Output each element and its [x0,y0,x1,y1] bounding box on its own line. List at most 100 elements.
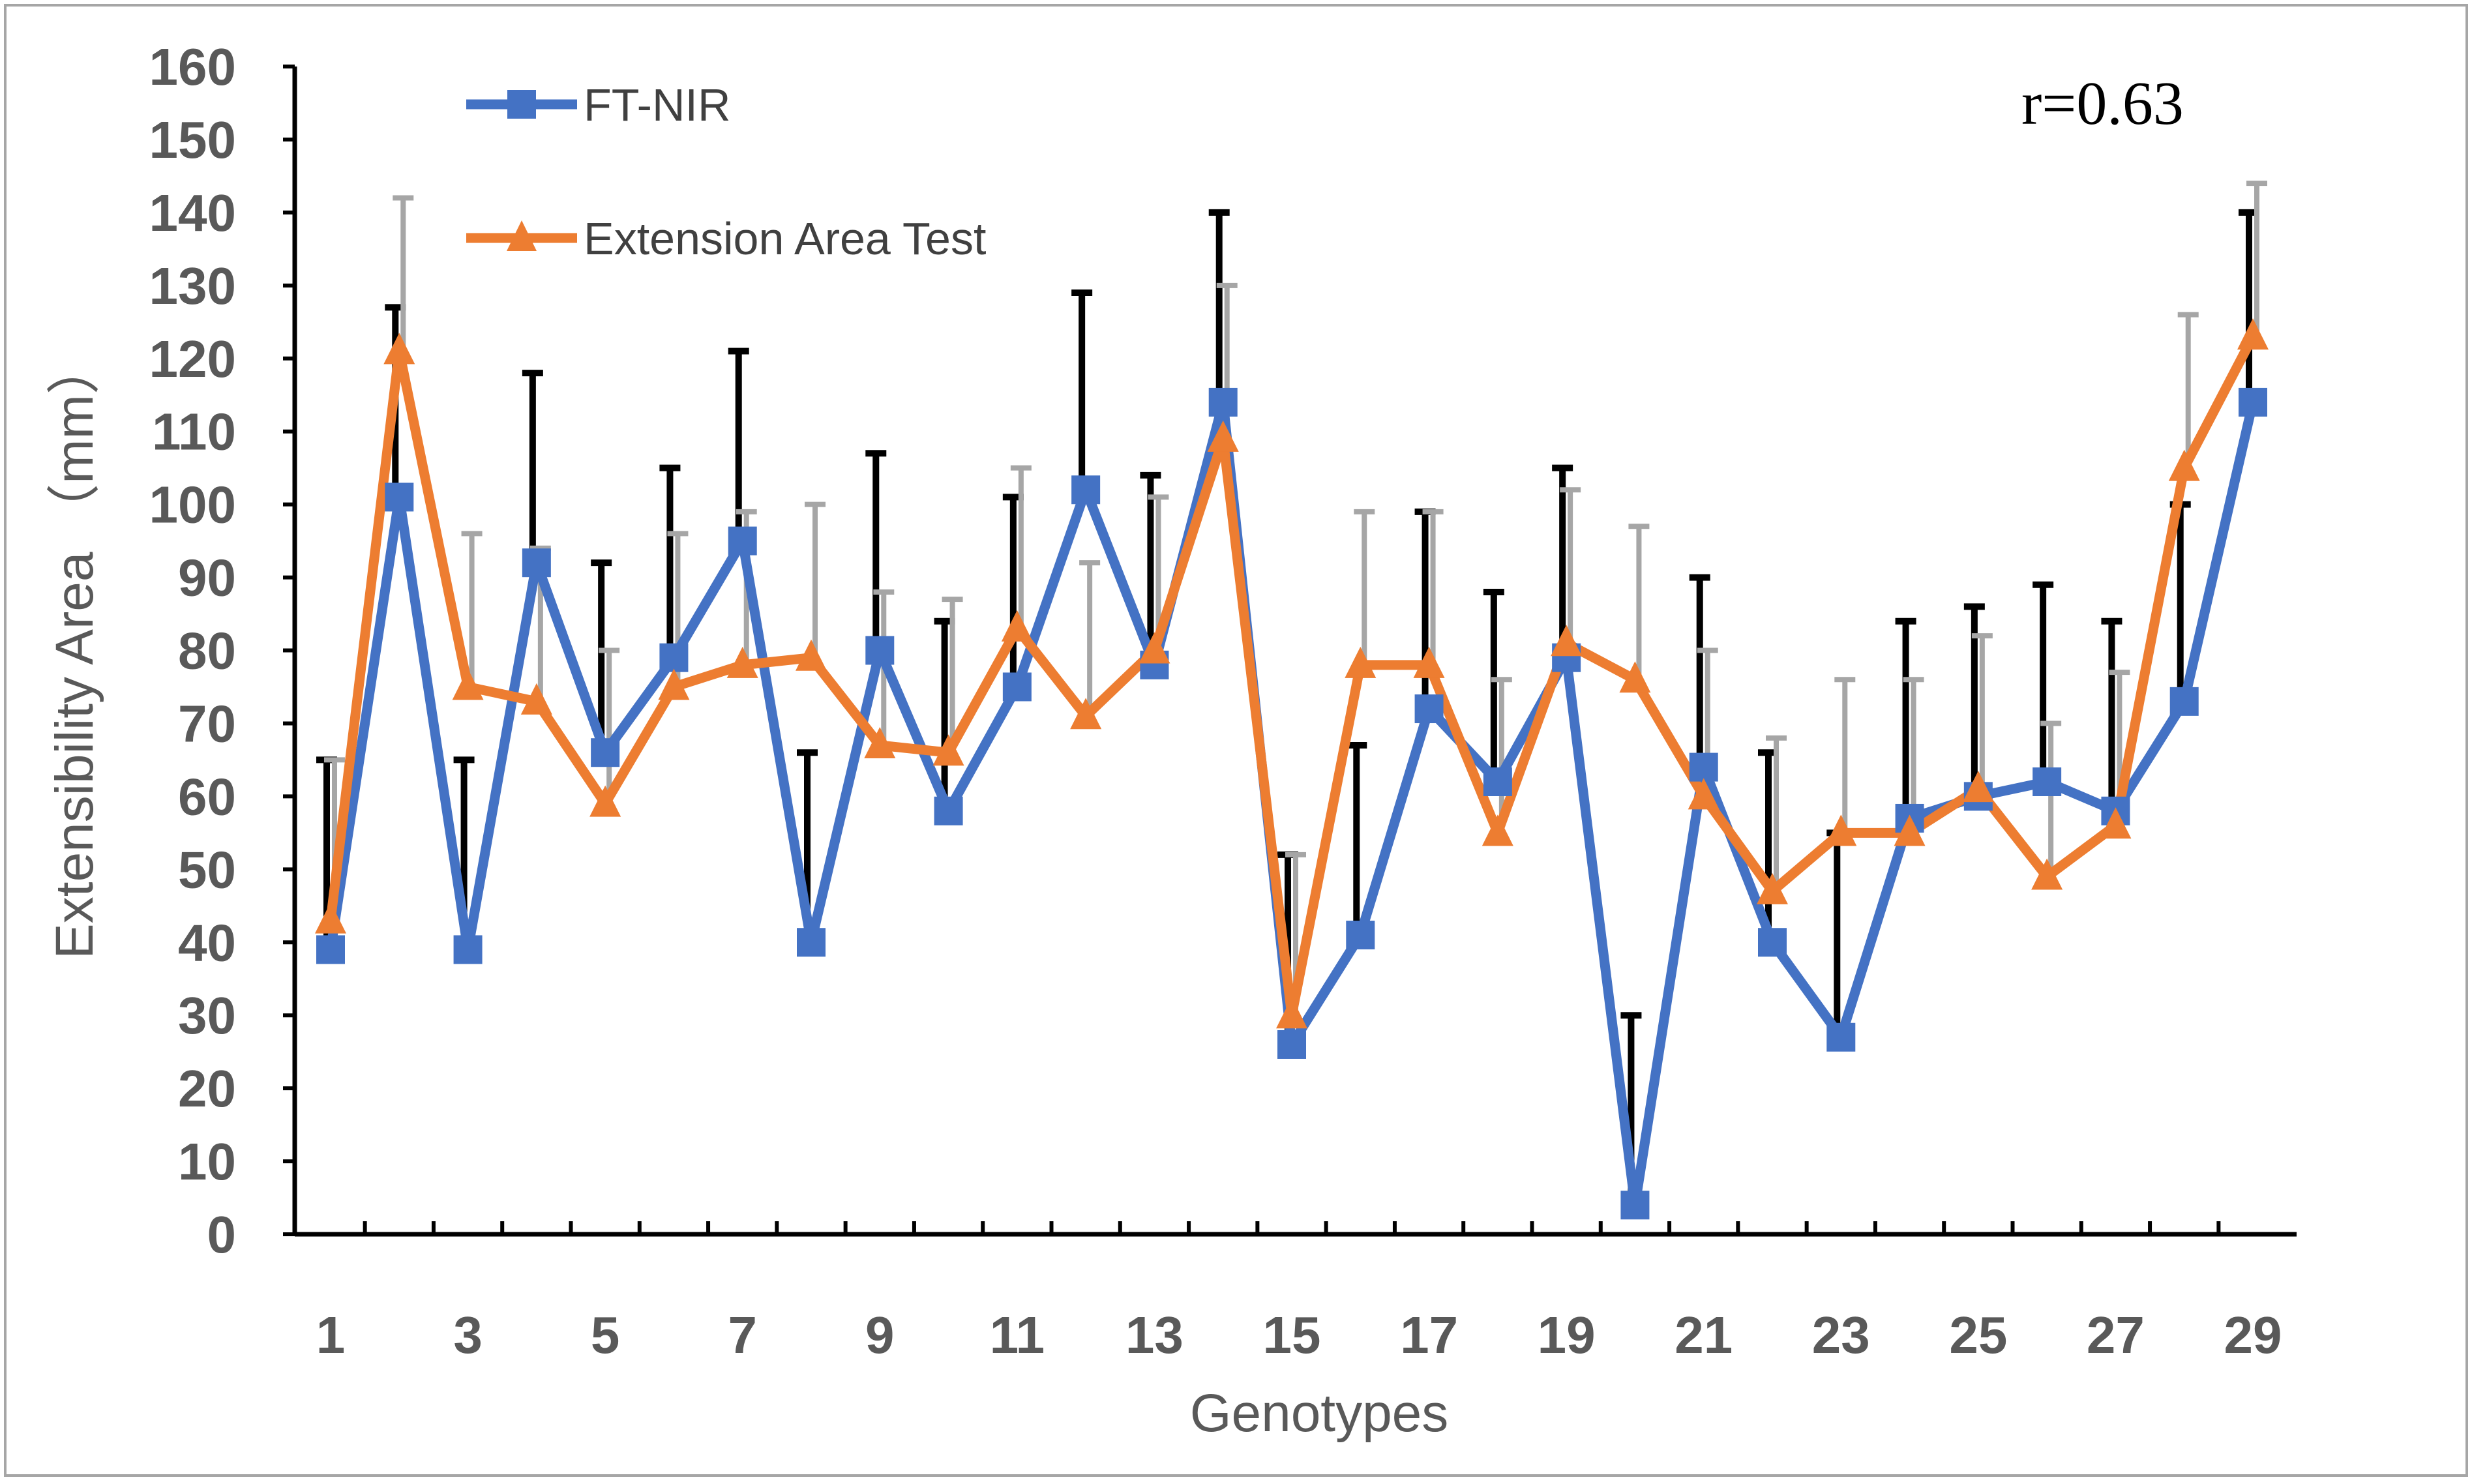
legend-item-extension-area-test: Extension Area Test [466,213,986,264]
x-tick-label-27: 27 [2087,1306,2145,1364]
x-tick-label-15: 15 [1263,1306,1321,1364]
y-tick-label-70: 70 [178,694,236,752]
marker-square-18 [1483,767,1512,796]
y-tick-label-90: 90 [178,549,236,607]
x-tick-label-3: 3 [453,1306,483,1364]
x-tick-label-7: 7 [728,1306,757,1364]
x-axis-label: Genotypes [1190,1384,1449,1443]
x-tick-label-13: 13 [1125,1306,1184,1364]
marker-triangle-9 [864,727,896,759]
marker-square-23 [1826,1022,1856,1052]
marker-triangle-1 [315,902,346,934]
legend-square-marker-icon [507,90,536,119]
marker-square-12 [1071,475,1101,505]
marker-square-1 [316,935,345,964]
marker-triangle-2 [383,333,415,364]
marker-triangle-14 [1207,420,1239,452]
y-tick-label-100: 100 [149,476,236,534]
x-tick-label-9: 9 [865,1306,895,1364]
y-axis-ticks: 0 10 20 30 40 50 60 70 80 90 100 110 120 130 140 150 160 [149,38,295,1264]
marker-square-10 [934,796,963,825]
y-tick-label-0: 0 [207,1206,237,1264]
correlation-annotation: r=0.63 [2021,70,2184,138]
x-tick-label-21: 21 [1675,1306,1733,1364]
x-tick-label-5: 5 [591,1306,620,1364]
marker-square-4 [522,548,551,578]
marker-triangle-25 [1962,771,1994,803]
marker-triangle-22 [1757,872,1788,904]
marker-triangle-26 [2031,858,2063,890]
y-tick-label-40: 40 [178,913,236,972]
marker-triangle-8 [796,639,827,671]
y-tick-label-80: 80 [178,622,236,680]
marker-square-29 [2239,387,2267,417]
marker-triangle-3 [452,668,484,700]
y-tick-label-60: 60 [178,767,236,825]
legend-label-extension-area-test: Extension Area Test [584,213,986,264]
marker-triangle-29 [2237,318,2269,350]
marker-square-15 [1277,1030,1306,1059]
marker-triangle-6 [658,668,690,700]
marker-square-28 [2169,687,2199,716]
marker-triangle-4 [520,683,552,715]
marker-square-16 [1346,921,1375,950]
marker-triangle-27 [2100,807,2132,839]
y-tick-label-120: 120 [149,330,236,388]
y-tick-label-30: 30 [178,987,236,1045]
marker-triangle-15 [1276,997,1307,1029]
marker-square-8 [797,928,826,957]
y-tick-label-150: 150 [149,111,236,169]
marker-square-6 [659,643,689,672]
marker-square-14 [1208,387,1238,417]
marker-triangle-12 [1070,698,1102,730]
marker-triangle-7 [726,646,758,678]
marker-square-26 [2033,767,2062,796]
marker-triangle-10 [932,734,964,766]
marker-square-22 [1758,928,1787,957]
y-tick-label-140: 140 [149,184,236,242]
marker-triangle-13 [1139,632,1170,664]
marker-triangle-17 [1413,646,1445,678]
x-tick-label-1: 1 [316,1306,346,1364]
x-tick-label-23: 23 [1812,1306,1870,1364]
marker-triangle-19 [1551,625,1583,657]
y-tick-label-20: 20 [178,1060,236,1118]
y-tick-label-160: 160 [149,38,236,96]
y-tick-label-110: 110 [152,403,236,461]
marker-triangle-23 [1825,814,1857,846]
marker-triangle-20 [1619,661,1651,693]
marker-square-21 [1689,752,1718,782]
marker-square-9 [865,636,895,665]
x-tick-label-19: 19 [1538,1306,1596,1364]
marker-square-2 [385,482,414,512]
marker-triangle-16 [1345,646,1377,678]
marker-triangle-21 [1688,778,1720,810]
x-tick-label-29: 29 [2224,1306,2282,1364]
x-tick-label-11: 11 [990,1306,1045,1364]
marker-triangle-24 [1894,814,1926,846]
legend: FT-NIR Extension Area Test [466,80,986,264]
marker-square-7 [728,526,757,556]
legend-label-ft-nir: FT-NIR [584,80,731,130]
y-tick-label-10: 10 [178,1133,236,1191]
marker-triangle-18 [1482,814,1513,846]
y-axis-label: Extensibility Area （mm） [45,341,104,959]
y-tick-label-130: 130 [149,257,236,315]
marker-triangle-5 [589,785,621,817]
series-markers [315,318,2269,1220]
x-axis-ticks: 1 3 5 7 9 11 13 15 17 19 21 23 25 27 29 [316,1221,2282,1364]
legend-item-ft-nir: FT-NIR [466,80,731,130]
marker-square-17 [1414,694,1444,724]
marker-triangle-11 [1001,610,1033,642]
x-tick-label-25: 25 [1949,1306,2007,1364]
marker-square-3 [453,935,483,964]
chart-border [4,4,2468,1477]
legend-triangle-marker-icon [507,220,537,251]
x-tick-label-17: 17 [1400,1306,1458,1364]
marker-square-20 [1620,1191,1650,1220]
marker-square-11 [1002,672,1032,702]
marker-triangle-28 [2168,449,2200,481]
y-tick-label-50: 50 [178,840,236,898]
